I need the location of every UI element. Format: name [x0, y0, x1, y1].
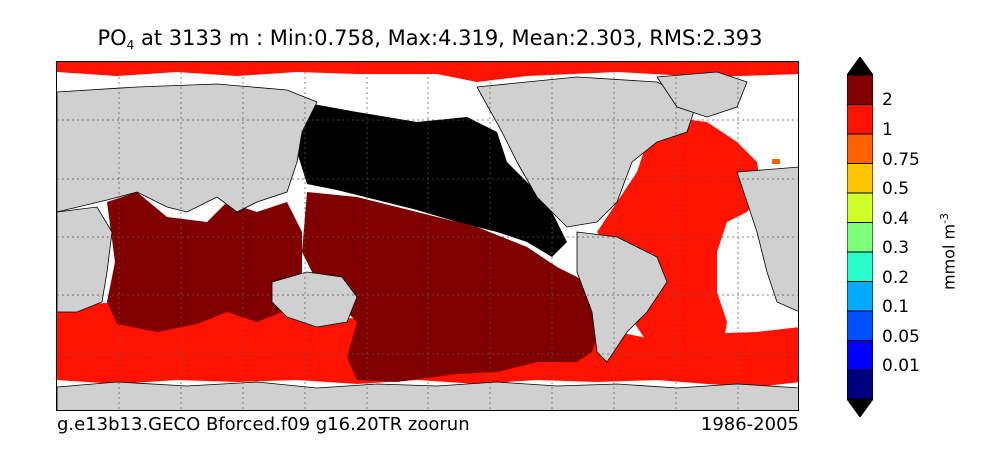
colorbar-tick-2: 2 — [882, 90, 893, 110]
colorbar-tick-1: 1 — [882, 120, 893, 140]
colorbar-tick-0-05: 0.05 — [882, 327, 920, 347]
australia-land — [271, 271, 358, 328]
colorbar-swatch-2plus — [847, 74, 873, 105]
south-america-land — [576, 231, 668, 363]
colorbar-tick-0-2: 0.2 — [882, 268, 910, 288]
antarctica-land — [57, 381, 798, 410]
arctic-field — [57, 62, 798, 82]
colorbar-swatch-0.05 — [847, 310, 873, 341]
title-subscript: 4 — [126, 38, 135, 52]
africa-east-land — [736, 166, 798, 312]
colorbar-tick-0-01: 0.01 — [882, 356, 920, 376]
colorbar-swatch-0.3 — [847, 222, 873, 253]
colorbar-swatch-low — [847, 369, 873, 400]
colorbar-tick-0-3: 0.3 — [882, 238, 910, 258]
map-panel — [56, 61, 799, 411]
map-title: PO4 at 3133 m : Min:0.758, Max:4.319, Me… — [0, 26, 860, 52]
colorbar-swatch-0.01 — [847, 340, 873, 371]
colorbar-swatch-0.75 — [847, 133, 873, 164]
title-variable: PO — [97, 26, 127, 50]
colorbar-swatch-0.1 — [847, 281, 873, 312]
colorbar-swatch-0.2 — [847, 251, 873, 282]
land-masses — [57, 71, 798, 410]
colorbar-tick-0-75: 0.75 — [882, 150, 920, 170]
eurasia-land — [57, 83, 318, 213]
colorbar-swatch-1 — [847, 104, 873, 135]
colorbar-swatch-0.4 — [847, 192, 873, 223]
colorbar — [847, 57, 873, 417]
greenland-land — [656, 71, 748, 118]
case-name-label: g.e13b13.GECO Bforced.f09 g16.20TR zooru… — [57, 414, 470, 435]
colorbar-extend-bottom — [847, 398, 873, 417]
africa-land — [57, 206, 113, 313]
colorbar-swatch-0.5 — [847, 163, 873, 194]
colorbar-tick-0-1: 0.1 — [882, 297, 910, 317]
map-svg — [57, 62, 798, 410]
indian-ocean-field — [107, 192, 302, 332]
colorbar-tick-0-4: 0.4 — [882, 209, 910, 229]
colorbar-extend-top — [847, 57, 873, 76]
south-pacific-field — [302, 192, 602, 382]
map-graticule — [57, 62, 798, 410]
colorbar-tick-0-5: 0.5 — [882, 179, 910, 199]
unit-exponent: -3 — [938, 212, 951, 224]
colorbar-unit-label: mmol m-3 — [938, 213, 958, 290]
mediterranean-field — [772, 159, 780, 164]
unit-text: mmol m — [939, 223, 959, 290]
title-stats: at 3133 m : Min:0.758, Max:4.319, Mean:2… — [134, 26, 763, 50]
years-label: 1986-2005 — [700, 414, 799, 435]
north-pacific-field — [297, 102, 567, 257]
